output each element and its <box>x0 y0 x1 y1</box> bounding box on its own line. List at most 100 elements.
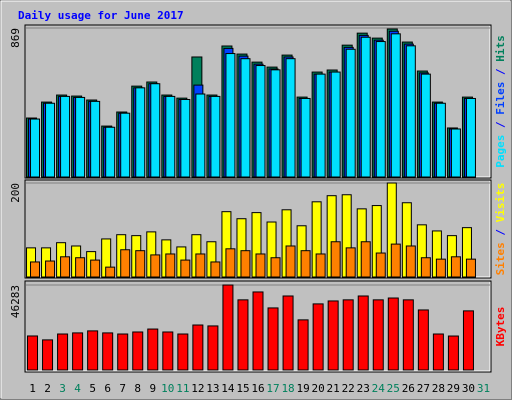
bar <box>105 126 116 178</box>
x-tick-label: 31 <box>477 382 490 395</box>
x-tick-label: 4 <box>74 382 81 395</box>
bar <box>195 253 206 278</box>
x-tick-label: 9 <box>149 382 156 395</box>
legend: Pages / Files / Hits <box>494 35 507 168</box>
bar <box>240 58 251 178</box>
bar <box>330 71 341 178</box>
bar <box>255 253 266 278</box>
bar <box>312 303 324 371</box>
x-tick-label: 23 <box>357 382 370 395</box>
x-tick-label: 21 <box>327 382 340 395</box>
x-tick-label: 8 <box>134 382 141 395</box>
bar <box>117 333 129 371</box>
bar <box>120 112 131 178</box>
x-tick-label: 15 <box>236 382 249 395</box>
x-tick-label: 19 <box>296 382 309 395</box>
y-max-label: 200 <box>9 183 22 203</box>
x-tick-label: 24 <box>372 382 386 395</box>
x-tick-label: 30 <box>462 382 475 395</box>
bar <box>462 310 474 371</box>
bar <box>30 261 41 278</box>
bar <box>465 258 476 278</box>
x-tick-label: 14 <box>221 382 235 395</box>
bar <box>210 95 221 178</box>
bar <box>285 58 296 178</box>
bar <box>105 266 116 278</box>
legend-entry: Pages <box>494 135 507 168</box>
legend-separator: / <box>494 115 507 135</box>
bar <box>300 250 311 278</box>
x-tick-label: 1 <box>29 382 36 395</box>
bar <box>345 247 356 278</box>
x-tick-label: 22 <box>342 382 355 395</box>
bar <box>387 297 399 371</box>
legend-separator: / <box>494 222 507 242</box>
bar <box>57 333 69 371</box>
bar <box>72 332 84 371</box>
bar <box>195 93 206 178</box>
x-tick-label: 17 <box>266 382 279 395</box>
bar <box>150 83 161 178</box>
bar <box>342 299 354 371</box>
bar <box>252 291 264 371</box>
bar <box>165 253 176 278</box>
bar <box>135 87 146 178</box>
y-max-label: 46283 <box>9 285 22 318</box>
bar <box>402 299 414 371</box>
bar <box>435 258 446 278</box>
bar <box>450 128 461 178</box>
bar <box>180 98 191 178</box>
bar <box>90 100 101 178</box>
bar <box>327 300 339 371</box>
bar <box>267 307 279 371</box>
legend: Sites / Visits <box>494 183 507 276</box>
legend-separator: / <box>494 62 507 82</box>
bar <box>225 53 236 178</box>
x-tick-label: 10 <box>161 382 174 395</box>
x-tick-label: 11 <box>176 382 189 395</box>
y-max-label: 869 <box>9 28 22 48</box>
bar <box>210 261 221 278</box>
x-tick-label: 25 <box>387 382 400 395</box>
bar <box>390 33 401 178</box>
bar <box>282 295 294 371</box>
bar <box>162 331 174 371</box>
bar <box>255 65 266 178</box>
legend-entry: Visits <box>494 183 507 223</box>
bar <box>360 36 371 178</box>
chart-title: Daily usage for June 2017 <box>18 9 184 22</box>
bar <box>135 250 146 278</box>
bar <box>90 259 101 278</box>
bar <box>405 245 416 278</box>
bar <box>357 295 369 371</box>
bar <box>147 328 159 371</box>
x-tick-label: 27 <box>417 382 430 395</box>
bar <box>270 69 281 178</box>
bar <box>87 330 99 371</box>
bar <box>30 118 41 178</box>
bar <box>222 284 234 371</box>
x-tick-label: 7 <box>119 382 126 395</box>
bar <box>300 97 311 178</box>
bar <box>150 254 161 278</box>
bar <box>27 335 39 371</box>
bar <box>420 73 431 178</box>
legend-entry: Hits <box>494 35 507 62</box>
bar <box>450 256 461 278</box>
bar <box>75 96 86 178</box>
bar <box>270 257 281 278</box>
legend-entry: Files <box>494 82 507 115</box>
bar <box>237 299 249 371</box>
bar <box>390 243 401 278</box>
legend-entry: Sites <box>494 242 507 275</box>
bar <box>132 331 144 371</box>
bar <box>420 257 431 278</box>
bar <box>45 260 56 278</box>
bar <box>372 299 384 371</box>
bar <box>180 259 191 278</box>
bar <box>315 73 326 178</box>
bar <box>75 257 86 278</box>
bar <box>120 249 131 278</box>
legend: KBytes <box>494 307 507 347</box>
x-tick-label: 20 <box>312 382 325 395</box>
